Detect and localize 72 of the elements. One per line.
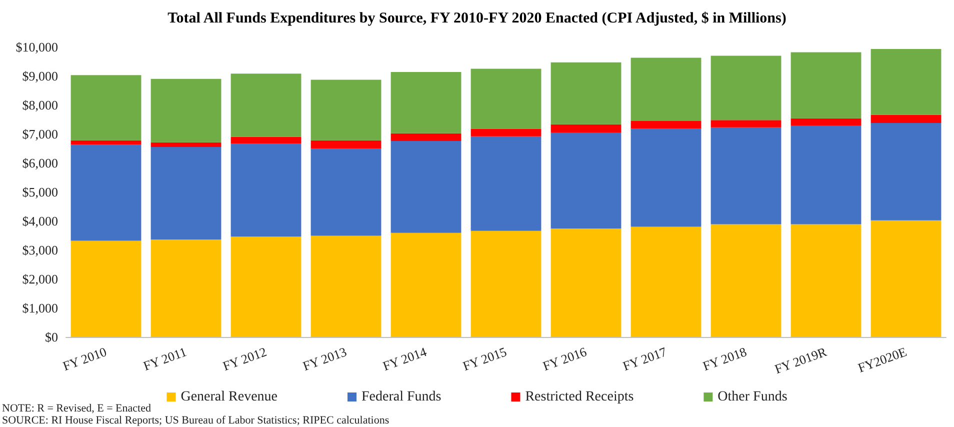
bar — [310, 236, 382, 337]
bar — [790, 126, 862, 224]
bar — [70, 144, 142, 241]
bar — [230, 144, 302, 237]
bar — [870, 220, 942, 337]
bar — [790, 224, 862, 337]
bar — [710, 120, 782, 128]
x-tick-label: FY 2017 — [620, 344, 670, 374]
bar — [230, 236, 302, 337]
x-tick-label: FY 2016 — [540, 344, 590, 374]
bar — [550, 132, 622, 229]
bar — [70, 140, 142, 145]
bar — [310, 140, 382, 149]
y-tick-label: $9,000 — [22, 68, 58, 84]
bar — [870, 49, 942, 115]
bar — [70, 75, 142, 140]
bar — [230, 74, 302, 137]
bar — [870, 114, 942, 123]
x-tick-label: FY 2013 — [300, 344, 349, 374]
y-tick-label: $0 — [45, 330, 58, 344]
bar — [710, 127, 782, 224]
bar — [390, 232, 462, 337]
bar — [230, 136, 302, 144]
y-tick-label: $8,000 — [22, 98, 58, 112]
bar — [310, 148, 382, 236]
bar — [470, 128, 542, 136]
x-tick-label: FY 2012 — [220, 344, 269, 374]
legend-label: Restricted Receipts — [525, 390, 634, 404]
bar — [310, 80, 382, 140]
y-tick-label: $3,000 — [22, 242, 58, 258]
y-tick-label: $1,000 — [22, 300, 58, 316]
bar — [470, 136, 542, 231]
bar — [70, 240, 142, 337]
text: NOTE: R = Revised, E = Enacted — [2, 402, 152, 414]
bar — [630, 58, 702, 121]
bar — [790, 118, 862, 126]
y-tick-label: $10,000 — [16, 40, 58, 54]
source-note: SOURCE: RI House Fiscal Reports; US Bureau of Labor Statistics; RIPEC calculations — [2, 414, 390, 426]
bar — [150, 147, 222, 240]
legend-label: Federal Funds — [361, 390, 442, 404]
x-tick-label: FY 2011 — [141, 344, 189, 374]
bar — [470, 68, 542, 129]
x-tick-label: FY 2010 — [60, 344, 109, 374]
x-tick-label: FY 2015 — [460, 344, 509, 374]
bar — [390, 140, 462, 233]
bar — [550, 228, 622, 337]
bar — [630, 128, 702, 227]
y-tick-label: $2,000 — [22, 272, 58, 286]
bar — [390, 133, 462, 141]
bar — [710, 224, 782, 337]
bar — [150, 142, 222, 148]
y-tick-label: $7,000 — [22, 126, 58, 142]
bar — [870, 122, 942, 220]
bar — [550, 124, 622, 133]
x-tick-label: FY 2019R — [772, 344, 829, 377]
x-tick-label: FY 2018 — [700, 344, 749, 374]
bar — [150, 240, 222, 337]
legend-label: General Revenue — [180, 390, 278, 404]
bar — [630, 226, 702, 337]
y-tick-label: $4,000 — [22, 214, 58, 228]
bar — [790, 52, 862, 118]
y-tick-label: $5,000 — [22, 184, 58, 200]
y-tick-label: $6,000 — [22, 156, 58, 170]
bar — [710, 56, 782, 120]
bar — [630, 120, 702, 129]
x-tick-label: FY 2014 — [380, 344, 430, 374]
chart-title: Total All Funds Expenditures by Source, FY 2010-FY 2020 Enacted (CPI Adjusted, $ in Millions) — [168, 10, 786, 26]
bar — [470, 230, 542, 337]
bar — [550, 62, 622, 124]
bar — [390, 72, 462, 134]
legend-label: Other Funds — [718, 390, 788, 404]
bar — [150, 78, 222, 142]
